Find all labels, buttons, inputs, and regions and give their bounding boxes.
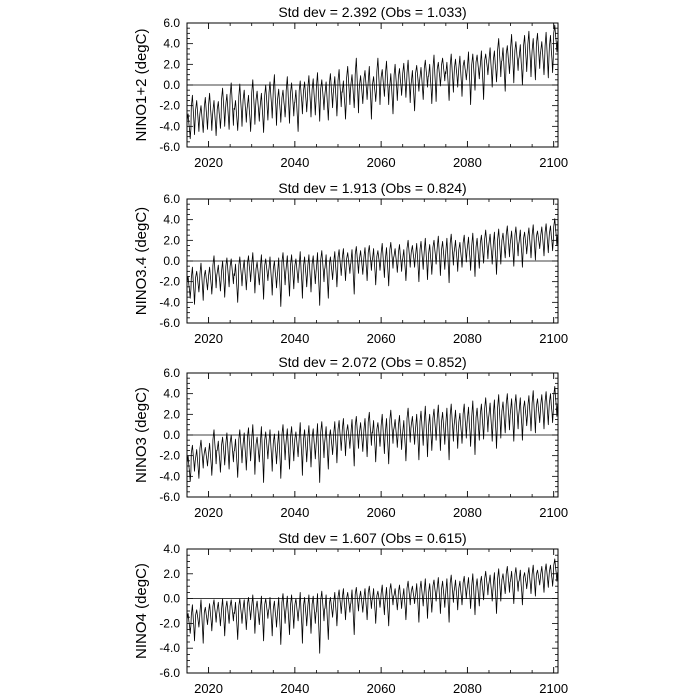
x-tick-label: 2020 <box>194 155 223 170</box>
x-tick-label: 2100 <box>539 505 568 520</box>
series-line <box>186 386 558 483</box>
y-tick-label: -6.0 <box>159 490 180 504</box>
y-tick-label: -4.0 <box>159 119 180 133</box>
y-tick-label: 4.0 <box>163 387 180 401</box>
y-tick-label: 6.0 <box>163 192 180 206</box>
chart-panel-2: Std dev = 1.913 (Obs = 0.824) NINO3.4 (de… <box>133 180 568 346</box>
y-axis-label: NINO3 (degC) <box>133 387 150 483</box>
plot-frame <box>186 198 559 324</box>
x-tick-label: 2040 <box>280 505 309 520</box>
x-tick-label: 2080 <box>453 505 482 520</box>
x-tick-label: 2060 <box>367 155 396 170</box>
y-tick-label: 0.0 <box>163 78 180 92</box>
series-line <box>186 24 558 140</box>
x-tick-label: 2040 <box>280 155 309 170</box>
x-tick-label: 2040 <box>280 331 309 346</box>
y-tick-label: -2.0 <box>159 449 180 463</box>
y-tick-label: -4.0 <box>159 295 180 309</box>
y-tick-label: -6.0 <box>159 316 180 330</box>
y-tick-label: 2.0 <box>163 57 180 71</box>
y-tick-label: 2.0 <box>163 233 180 247</box>
chart-title: Std dev = 2.392 (Obs = 1.033) <box>278 4 466 20</box>
y-tick-label: 4.0 <box>163 542 180 556</box>
plot-frame <box>186 22 559 148</box>
x-tick-label: 2020 <box>194 505 223 520</box>
series-line <box>186 558 558 654</box>
chart-title: Std dev = 1.607 (Obs = 0.615) <box>278 530 466 546</box>
y-tick-label: -2.0 <box>159 275 180 289</box>
x-tick-label: 2080 <box>453 155 482 170</box>
y-tick-label: -6.0 <box>159 140 180 154</box>
y-tick-label: -2.0 <box>159 99 180 113</box>
y-tick-label: 4.0 <box>163 213 180 227</box>
x-tick-label: 2060 <box>367 505 396 520</box>
chart-panel-1: Std dev = 2.392 (Obs = 1.033) NINO1+2 (de… <box>133 4 568 170</box>
y-axis-label: NINO1+2 (degC) <box>133 29 150 142</box>
chart-title: Std dev = 2.072 (Obs = 0.852) <box>278 354 466 370</box>
x-tick-label: 2060 <box>367 681 396 696</box>
x-tick-label: 2040 <box>280 681 309 696</box>
y-tick-label: -4.0 <box>159 469 180 483</box>
chart-title: Std dev = 1.913 (Obs = 0.824) <box>278 180 466 196</box>
y-tick-label: -2.0 <box>159 616 180 630</box>
plot-frame <box>186 372 559 498</box>
y-tick-label: -6.0 <box>159 666 180 680</box>
y-tick-label: 0.0 <box>163 254 180 268</box>
chart-panel-4: Std dev = 1.607 (Obs = 0.615) NINO4 (degC… <box>133 530 568 696</box>
y-tick-label: 4.0 <box>163 37 180 51</box>
y-axis-label: NINO3.4 (degC) <box>133 207 150 315</box>
chart-panel-3: Std dev = 2.072 (Obs = 0.852) NINO3 (degC… <box>133 354 568 520</box>
y-tick-label: 6.0 <box>163 16 180 30</box>
y-tick-label: 6.0 <box>163 366 180 380</box>
plot-frame <box>186 548 559 674</box>
x-tick-label: 2080 <box>453 681 482 696</box>
y-tick-label: 0.0 <box>163 592 180 606</box>
x-tick-label: 2060 <box>367 331 396 346</box>
y-tick-label: 0.0 <box>163 428 180 442</box>
y-tick-label: 2.0 <box>163 407 180 421</box>
y-axis-label: NINO4 (degC) <box>133 563 150 659</box>
x-tick-label: 2100 <box>539 331 568 346</box>
series-line <box>186 218 558 307</box>
x-tick-label: 2100 <box>539 681 568 696</box>
x-tick-label: 2020 <box>194 331 223 346</box>
y-tick-label: -4.0 <box>159 641 180 655</box>
y-tick-label: 2.0 <box>163 567 180 581</box>
x-tick-label: 2020 <box>194 681 223 696</box>
x-tick-label: 2080 <box>453 331 482 346</box>
x-tick-label: 2100 <box>539 155 568 170</box>
